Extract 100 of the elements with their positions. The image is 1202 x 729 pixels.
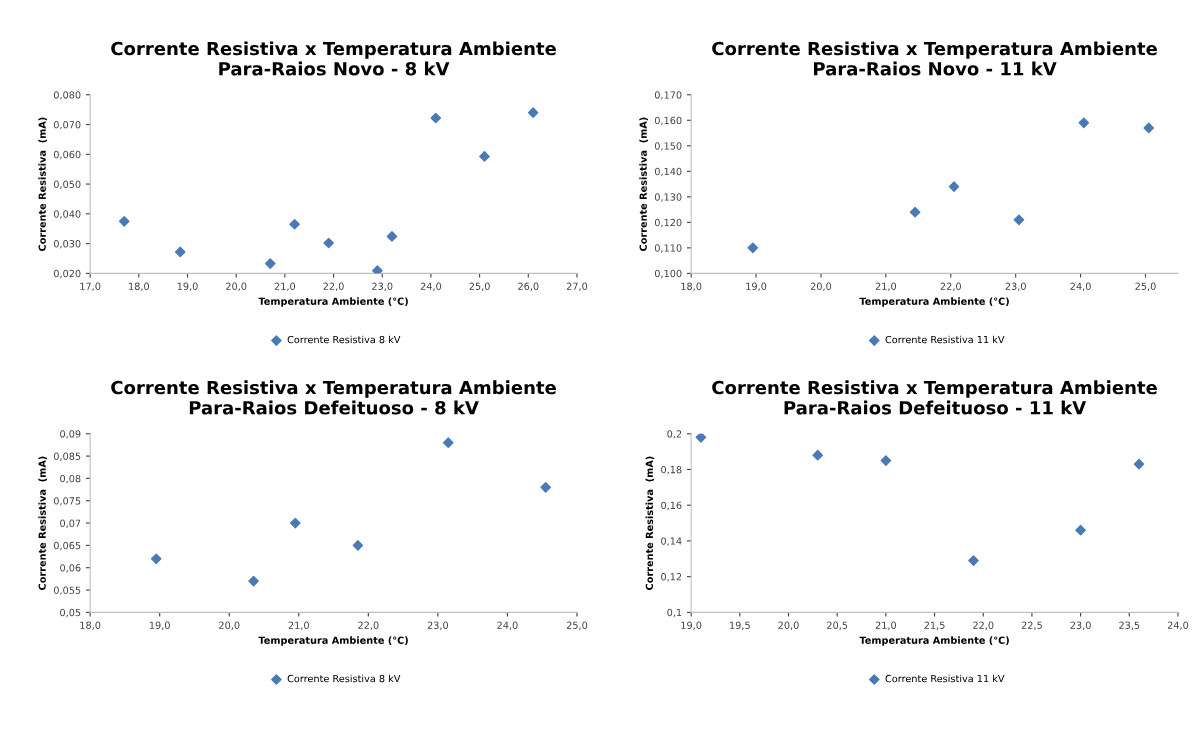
point <box>118 215 130 227</box>
x-tick-label: 23,0 <box>427 621 449 630</box>
x-tick-label: 19,0 <box>149 621 170 630</box>
y-tick-label: 0,055 <box>53 586 81 595</box>
x-tick-label: 19,0 <box>681 621 702 630</box>
y-tick-label: 0,060 <box>53 150 81 160</box>
x-tick-label: 25,0 <box>1135 282 1156 291</box>
y-tick-label: 0,170 <box>654 91 682 100</box>
x-tick-label: 23,0 <box>372 282 393 291</box>
point <box>1143 122 1155 134</box>
x-tick-label: 19,0 <box>746 282 767 291</box>
x-axis-title: Temperatura Ambiente (°C) <box>859 636 1009 646</box>
y-tick-label: 0,075 <box>53 497 81 506</box>
y-tick-label: 0,1 <box>667 608 682 618</box>
y-axis-title: Corrente Resistiva (mA) <box>645 456 655 590</box>
point <box>290 517 301 529</box>
legend-label: Corrente Resistiva 11 kV <box>885 674 1005 683</box>
point <box>248 575 259 587</box>
x-tick-label: 20,5 <box>827 621 848 630</box>
point <box>540 482 551 493</box>
x-axis-title: Temperatura Ambiente (°C) <box>859 297 1009 307</box>
y-tick-label: 0,08 <box>60 474 81 484</box>
x-tick-label: 21,0 <box>875 621 897 630</box>
point <box>1133 458 1145 470</box>
point <box>880 455 892 466</box>
y-axis-title: Corrente Resistiva (mA) <box>38 117 47 251</box>
x-tick-label: 22,0 <box>358 621 379 630</box>
y-tick-label: 0,150 <box>654 142 682 151</box>
x-tick-label: 24,0 <box>420 282 442 291</box>
y-tick-label: 0,16 <box>661 501 682 511</box>
x-tick-label: 19,0 <box>177 282 198 291</box>
point <box>747 242 759 254</box>
y-tick-label: 0,065 <box>53 541 81 551</box>
x-tick-label: 21,5 <box>924 621 945 630</box>
chart-title: Corrente Resistiva x Temperatura Ambiente Para-Raios Novo - 8 kV <box>111 41 556 76</box>
point <box>527 107 539 118</box>
point <box>386 231 398 242</box>
point <box>695 433 707 443</box>
y-tick-label: 0,130 <box>654 193 682 202</box>
point <box>264 258 276 269</box>
y-tick-label: 0,110 <box>654 244 682 253</box>
point <box>1075 524 1086 536</box>
point <box>968 555 979 566</box>
y-tick-label: 0,160 <box>654 116 682 126</box>
legend-label: Corrente Resistiva 11 kV <box>885 335 1005 344</box>
x-tick-label: 25,0 <box>469 282 490 291</box>
x-tick-label: 20,0 <box>810 282 832 291</box>
y-tick-label: 0,2 <box>667 430 682 439</box>
y-tick-label: 0,120 <box>654 218 682 228</box>
x-tick-label: 23,5 <box>1119 621 1140 630</box>
y-tick-label: 0,07 <box>60 519 81 528</box>
x-tick-label: 22,5 <box>1021 621 1042 630</box>
x-tick-label: 22,0 <box>973 621 994 630</box>
x-tick-label: 24,0 <box>497 621 518 630</box>
y-tick-label: 0,140 <box>654 167 682 177</box>
y-tick-label: 0,12 <box>661 573 682 582</box>
y-tick-label: 0,050 <box>53 180 81 189</box>
x-tick-label: 17,0 <box>80 282 101 291</box>
legend-label: Corrente Resistiva 8 kV <box>287 335 401 344</box>
x-axis-title: Temperatura Ambiente (°C) <box>258 297 408 307</box>
point <box>443 437 454 448</box>
x-tick-label: 27,0 <box>566 282 588 291</box>
x-tick-label: 20,0 <box>219 621 240 630</box>
x-tick-label: 26,0 <box>518 282 539 291</box>
x-tick-label: 25,0 <box>566 621 588 630</box>
x-tick-label: 18,0 <box>129 282 150 291</box>
point <box>479 151 490 162</box>
x-tick-label: 18,0 <box>681 282 702 291</box>
y-axis-title: Corrente Resistiva (mA) <box>639 117 648 251</box>
y-axis-title: Corrente Resistiva (mA) <box>38 456 47 590</box>
x-tick-label: 23,0 <box>1005 282 1026 291</box>
point <box>430 112 442 124</box>
chart-title: Corrente Resistiva x Temperatura Ambiente Para-Raios Novo - 11 kV <box>712 41 1157 76</box>
x-axis-title: Temperatura Ambiente (°C) <box>258 636 408 646</box>
point <box>1013 214 1025 226</box>
point <box>150 553 162 565</box>
x-tick-label: 18,0 <box>80 621 101 630</box>
point <box>323 237 334 249</box>
x-tick-label: 21,0 <box>274 282 296 291</box>
x-tick-label: 22,0 <box>323 282 344 291</box>
chart-title: Corrente Resistiva x Temperatura Ambiente Para-Raios Defeituoso - 11 kV <box>712 380 1157 415</box>
y-tick-label: 0,085 <box>53 452 81 461</box>
point <box>352 540 364 551</box>
y-tick-label: 0,100 <box>654 269 682 279</box>
y-tick-label: 0,05 <box>60 608 81 618</box>
point <box>372 265 383 274</box>
y-tick-label: 0,040 <box>53 210 81 219</box>
x-tick-label: 20,0 <box>778 621 799 630</box>
y-tick-label: 0,020 <box>53 269 81 279</box>
point <box>812 449 824 461</box>
point <box>289 218 300 230</box>
x-tick-label: 21,0 <box>875 282 897 291</box>
x-tick-label: 24,0 <box>1070 282 1091 291</box>
x-tick-label: 24,0 <box>1167 621 1189 630</box>
point <box>948 181 960 192</box>
point <box>1078 117 1090 129</box>
point <box>909 206 921 218</box>
chart-title: Corrente Resistiva x Temperatura Ambiente Para-Raios Defeituoso - 8 kV <box>111 380 556 415</box>
x-tick-label: 20,0 <box>226 282 247 291</box>
x-tick-label: 21,0 <box>288 621 309 630</box>
